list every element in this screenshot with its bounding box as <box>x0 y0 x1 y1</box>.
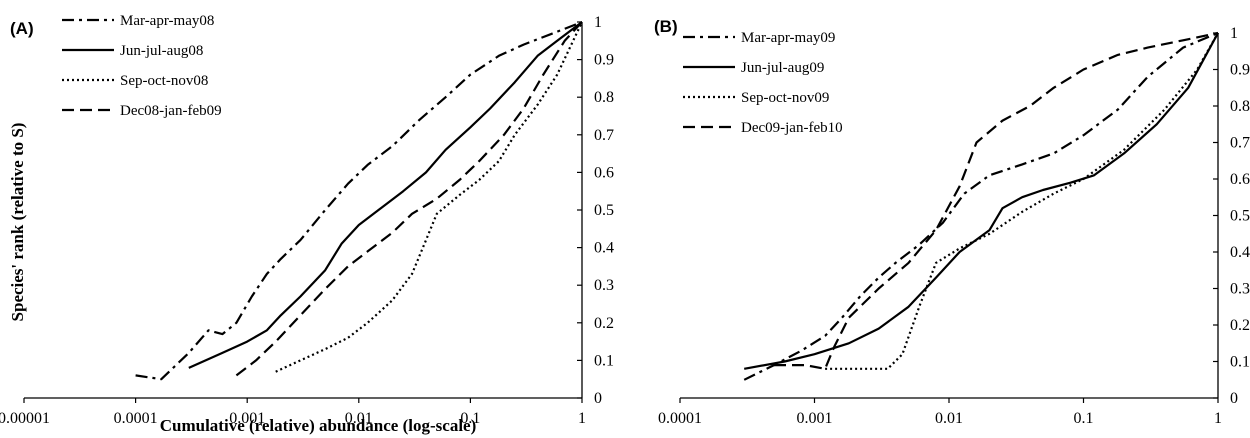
legend-label: Mar-apr-may09 <box>741 30 835 46</box>
y-tick-label: 0.4 <box>1230 244 1250 261</box>
legend-label: Jun-jul-aug08 <box>120 43 203 59</box>
series-line-jun-jul-aug08 <box>188 21 583 369</box>
series-line-dec09-jan-feb10 <box>774 31 1219 370</box>
x-tick-label: 0.0001 <box>114 410 158 427</box>
y-tick-label: 0 <box>1230 390 1238 407</box>
x-tick-label: 0.001 <box>797 410 833 427</box>
panel-label: (A) <box>10 19 34 38</box>
series-line-mar-apr-may09 <box>743 31 1219 381</box>
panel-label: (B) <box>654 17 678 36</box>
y-tick-label: 0.2 <box>1230 317 1250 334</box>
x-tick-label: 0.001 <box>229 410 265 427</box>
y-tick-label: 0.9 <box>594 52 614 69</box>
legend-label: Mar-apr-may08 <box>120 13 214 29</box>
y-tick-label: 0 <box>594 390 602 407</box>
y-tick-label: 0.2 <box>594 315 614 332</box>
y-axis-title: Species' rank (relative to S) <box>8 123 27 322</box>
x-tick-label: 0.01 <box>345 410 373 427</box>
legend-label: Dec08-jan-feb09 <box>120 103 222 119</box>
y-tick-label: 0.8 <box>1230 98 1250 115</box>
series-line-jun-jul-aug09 <box>744 32 1219 370</box>
y-tick-label: 0.9 <box>1230 62 1250 79</box>
series-line-mar-apr-may08 <box>135 20 583 381</box>
legend-label: Dec09-jan-feb10 <box>741 120 843 136</box>
series-line-dec08-jan-feb09 <box>235 21 583 377</box>
y-tick-label: 0.7 <box>594 127 614 144</box>
panel-b: 0.0001 0.001 0.01 0.1 100.10.20.30.40.50.60.… <box>654 17 1250 427</box>
legend-label: Sep-oct-nov09 <box>741 90 829 106</box>
y-tick-label: 0.8 <box>594 89 614 106</box>
y-tick-label: 0.6 <box>594 164 614 181</box>
y-tick-label: 0.4 <box>594 240 614 257</box>
x-axis-title: Cumulative (relative) abundance (log-sca… <box>160 416 477 435</box>
x-tick-label: 0.01 <box>935 410 963 427</box>
series-line-sep-oct-nov09 <box>825 32 1219 370</box>
y-tick-label: 0.1 <box>594 352 614 369</box>
y-tick-label: 1 <box>594 14 602 31</box>
x-tick-label: 0.1 <box>460 410 480 427</box>
y-tick-label: 0.3 <box>594 277 614 294</box>
x-tick-label: 0.0001 <box>658 410 702 427</box>
y-tick-label: 0.5 <box>1230 208 1250 225</box>
panel-a: 0.00001 0.0001 0.001 0.01 0.1 100.10.20.30.40… <box>0 13 614 427</box>
y-tick-label: 0.3 <box>1230 281 1250 298</box>
x-tick-label: 1 <box>578 410 586 427</box>
y-tick-label: 0.5 <box>594 202 614 219</box>
y-tick-label: 0.1 <box>1230 354 1250 371</box>
x-tick-label: 0.1 <box>1074 410 1094 427</box>
x-tick-label: 1 <box>1214 410 1222 427</box>
series-line-sep-oct-nov08 <box>275 21 583 373</box>
y-tick-label: 0.7 <box>1230 135 1250 152</box>
legend-label: Sep-oct-nov08 <box>120 73 208 89</box>
legend-label: Jun-jul-aug09 <box>741 60 824 76</box>
y-tick-label: 0.6 <box>1230 171 1250 188</box>
y-tick-label: 1 <box>1230 25 1238 42</box>
x-tick-label: 0.00001 <box>0 410 50 427</box>
